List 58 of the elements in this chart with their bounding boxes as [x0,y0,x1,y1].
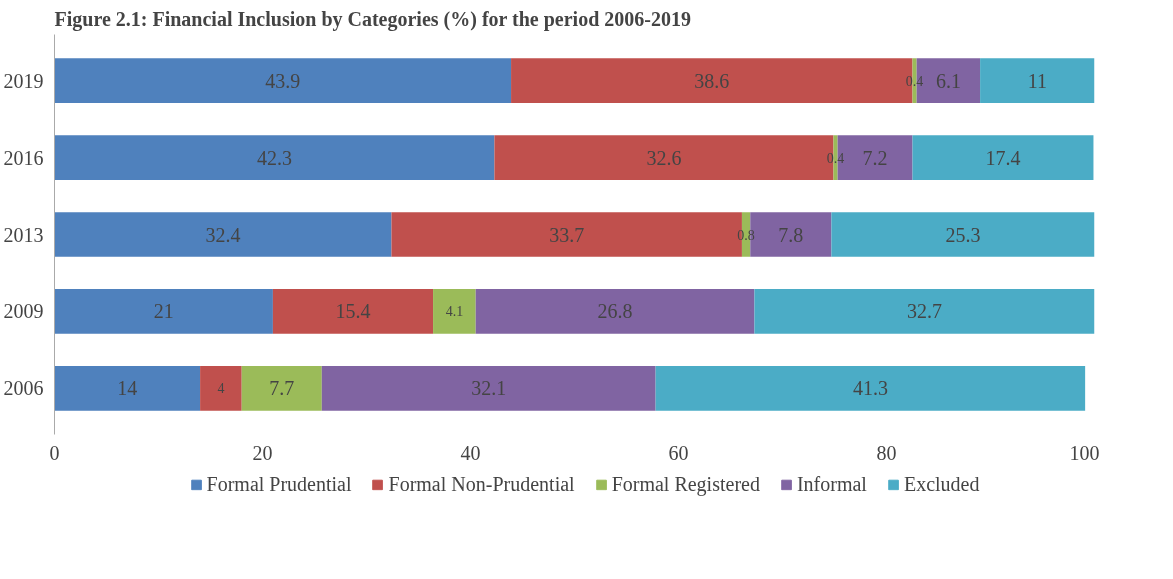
legend-label: Informal [796,472,867,496]
data-label: 21 [153,300,174,323]
bar [433,289,476,334]
x-tick-label: 20 [252,441,273,464]
bar [54,58,512,103]
x-tick-label: 60 [668,441,689,464]
y-tick-label: 2009 [3,300,44,323]
bar [475,289,755,334]
data-label: 38.6 [694,69,730,92]
bar [912,135,1094,180]
x-tick-label: 0 [49,441,60,464]
data-label: 17.4 [985,146,1021,169]
data-label: 7.2 [862,146,888,169]
data-label: 43.9 [265,69,301,92]
data-label: 4.1 [445,304,464,320]
bar [54,135,495,180]
data-label: 4 [217,381,225,397]
bar [54,366,201,411]
data-label: 7.8 [778,223,804,246]
x-tick-label: 100 [1069,441,1100,464]
bar [241,366,322,411]
y-tick-label: 2006 [3,377,44,400]
bar [272,289,434,334]
data-label: 0.8 [737,227,755,243]
bar [754,289,1095,334]
legend-label: Excluded [903,472,980,496]
data-label: 42.3 [256,146,292,169]
data-label: 32.1 [471,377,507,400]
bar [54,212,392,257]
chart-title: Figure 2.1: Financial Inclusion by Categories (%) for the period 2006-2019 [54,7,691,31]
bar [200,366,242,411]
data-label: 41.3 [852,377,888,400]
x-tick-label: 40 [460,441,481,464]
data-label: 15.4 [335,300,371,323]
y-tick-label: 2016 [3,146,44,169]
bar [980,58,1095,103]
bar [831,212,1095,257]
bar [655,366,1086,411]
data-label: 33.7 [549,223,585,246]
data-label: 7.7 [269,377,295,400]
data-label: 32.6 [646,146,682,169]
legend-label: Formal Prudential [206,472,352,496]
bar [321,366,656,411]
data-label: 0.4 [905,73,924,89]
legend-label: Formal Non-Prudential [388,472,575,496]
x-tick-label: 80 [876,441,897,464]
data-label: 26.8 [597,300,633,323]
data-label: 14 [117,377,138,400]
data-label: 11 [1027,69,1047,92]
y-tick-label: 2019 [3,69,44,92]
data-label: 32.4 [205,223,241,246]
y-tick-label: 2013 [3,223,44,246]
bar [54,289,273,334]
data-label: 32.7 [906,300,942,323]
data-label: 25.3 [945,223,981,246]
data-label: 6.1 [935,69,961,92]
data-label: 0.4 [826,150,845,166]
legend-label: Formal Registered [611,472,760,496]
